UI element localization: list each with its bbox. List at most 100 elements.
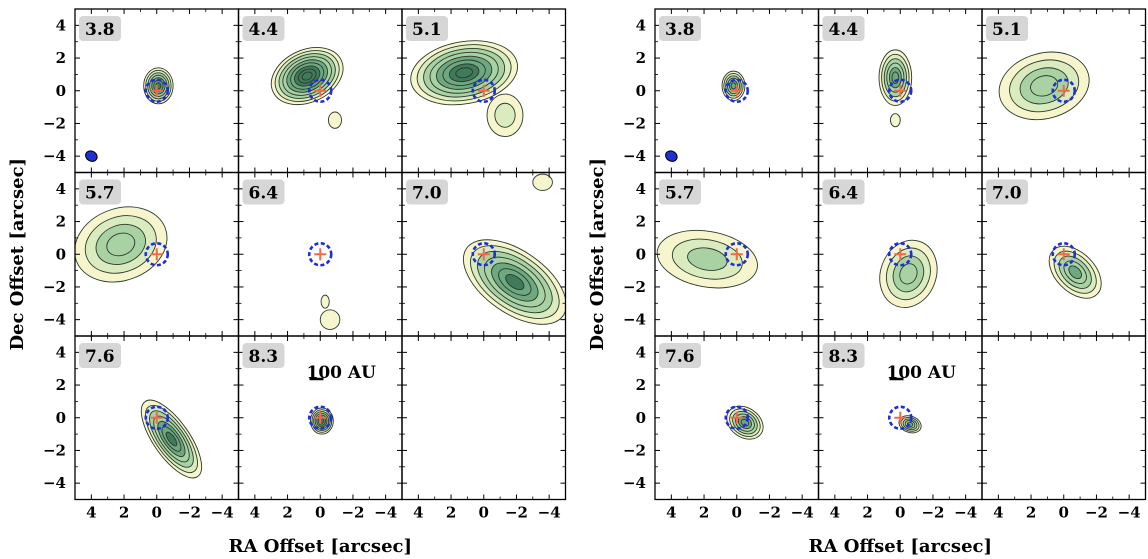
x-tick-label: 2 [1026, 504, 1036, 522]
x-tick-label: 4 [413, 504, 423, 522]
panel: 5.7 4 2 0 −2 −4 [623, 171, 820, 337]
x-tick-label: 2 [119, 504, 129, 522]
velocity-label: 7.6 [665, 347, 695, 367]
panel-content [1048, 241, 1102, 299]
y-tick-label: −4 [43, 474, 66, 492]
x-tick-label: −2 [758, 504, 781, 522]
panel: 5.1 [401, 8, 567, 174]
emission-contours [319, 309, 341, 330]
x-tick-label: 0 [1059, 504, 1069, 522]
x-tick-label: 4 [830, 504, 840, 522]
x-tick-label: −2 [921, 504, 944, 522]
y-tick-label: 0 [56, 409, 66, 427]
source-circle [887, 78, 913, 104]
emission-contours [532, 173, 553, 191]
source-circle [307, 405, 333, 431]
x-tick-label: 2 [699, 504, 709, 522]
source-circle [307, 241, 333, 267]
x-tick-label: 2 [446, 504, 456, 522]
emission-contours [721, 70, 746, 102]
panel: 7.0 [401, 171, 567, 337]
velocity-label: 7.0 [412, 184, 442, 204]
velocity-label-box [659, 343, 701, 368]
y-tick-label: 0 [636, 245, 646, 263]
source-circle [724, 78, 750, 104]
contour-level [106, 232, 136, 257]
y-tick-label: −2 [43, 278, 66, 296]
x-tick-label: 4 [250, 504, 260, 522]
velocity-label-box [986, 16, 1028, 41]
emission-contours [462, 239, 566, 325]
panel: 7.6 4 2 0 −2 −4 4 2 0 −2 −4 [623, 335, 820, 522]
scalebar-label: 100 AU [887, 363, 957, 383]
y-tick-label: 0 [636, 409, 646, 427]
velocity-label-box [242, 179, 285, 205]
x-tick-label: 2 [282, 504, 292, 522]
contour-level [455, 67, 473, 79]
x-axis-label: RA Offset [arcsec] [809, 536, 993, 557]
y-tick-label: −2 [623, 114, 646, 132]
velocity-label-box [79, 16, 121, 41]
panel-content [665, 70, 750, 162]
y-tick-label: −2 [623, 441, 646, 459]
x-tick-label: −4 [374, 504, 397, 522]
panel: 5.1 [981, 8, 1147, 174]
y-tick-label: −4 [623, 147, 646, 165]
source-circle [724, 405, 750, 431]
velocity-label: 7.6 [85, 347, 115, 367]
source-circle [1051, 241, 1077, 267]
x-tick-label: 4 [993, 504, 1003, 522]
contour-level [730, 82, 737, 90]
panel-content [307, 405, 334, 435]
y-tick-label: 0 [636, 82, 646, 100]
panel: 6.4 [817, 171, 983, 337]
velocity-label-box [242, 16, 285, 41]
x-tick-label: 4 [666, 504, 676, 522]
velocity-label-box [986, 179, 1028, 205]
velocity-label: 6.4 [829, 184, 859, 204]
x-tick-label: 0 [895, 504, 905, 522]
velocity-label: 4.4 [249, 20, 279, 40]
velocity-label: 3.8 [85, 20, 115, 40]
panel-content [410, 40, 524, 137]
contour-level [505, 274, 525, 291]
panel-border [981, 335, 1147, 501]
panel-content [270, 47, 344, 129]
panel: 5.7 4 2 0 −2 −4 [43, 171, 240, 337]
x-axis-label: RA Offset [arcsec] [229, 536, 413, 557]
y-tick-label: 2 [56, 49, 66, 67]
panel: 7.0 [981, 171, 1147, 337]
velocity-label: 5.1 [412, 20, 442, 40]
y-tick-label: 4 [56, 180, 66, 198]
panel-content [140, 399, 203, 479]
source-circle [144, 405, 170, 431]
x-tick-label: −2 [505, 504, 528, 522]
x-tick-label: −2 [1085, 504, 1108, 522]
y-tick-label: 2 [636, 49, 646, 67]
velocity-label: 7.0 [992, 184, 1022, 204]
velocity-label: 8.3 [249, 347, 279, 367]
x-tick-label: 0 [152, 504, 162, 522]
contour-level [1068, 265, 1083, 280]
x-tick-label: −2 [341, 504, 364, 522]
velocity-label-box [242, 343, 285, 368]
emission-contours [486, 93, 524, 137]
emission-contours [889, 113, 901, 128]
emission-contours [998, 51, 1090, 121]
y-tick-label: 4 [56, 343, 66, 361]
panel-content [878, 49, 913, 128]
panel: 8.3 100 AU 4 2 0 −2 −4 [817, 335, 983, 522]
contour-level [319, 309, 341, 330]
panel: 6.4 [237, 171, 403, 337]
figure-2: 3.8 4 2 0 −2 −4 4.4 5.1 5.7 4 2 0 −2 −4 6.4 7.0 7.6 4 2 0 −2… [587, 8, 1147, 557]
figure-1: 3.8 4 2 0 −2 −4 4.4 5.1 5.7 4 2 0 −2 −4 6.4 7.0 7.6 4 2 0 −2… [7, 8, 567, 557]
x-tick-label: −4 [1118, 504, 1141, 522]
contour-level [687, 247, 728, 271]
source-circle [471, 241, 497, 267]
emission-contours [1048, 245, 1102, 299]
panel-content [998, 51, 1090, 121]
panel: 4.4 [237, 8, 403, 174]
contour-level [494, 102, 516, 128]
y-tick-label: −4 [623, 311, 646, 329]
velocity-label: 6.4 [249, 184, 279, 204]
